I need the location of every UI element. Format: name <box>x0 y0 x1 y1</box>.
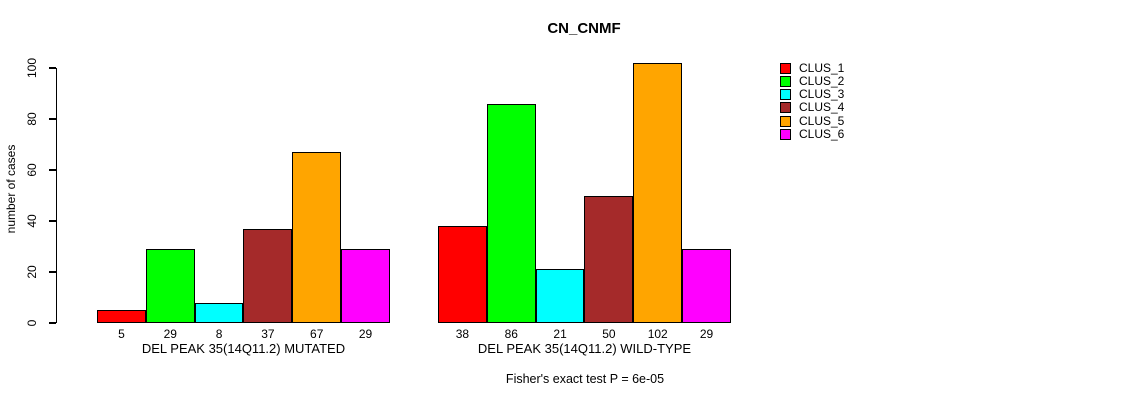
chart-title: CN_CNMF <box>547 20 621 37</box>
y-tick-label: 40 <box>25 214 39 228</box>
y-tick-label: 0 <box>25 319 39 327</box>
y-axis-label: number of cases <box>4 144 18 234</box>
legend-label: CLUS_4 <box>799 100 845 115</box>
bar-value-label: 50 <box>602 327 616 341</box>
y-tick <box>48 271 56 273</box>
legend-label: CLUS_1 <box>799 60 845 75</box>
legend-label: CLUS_3 <box>799 87 845 102</box>
legend-swatch-clus_4 <box>780 102 791 114</box>
category-label: DEL PEAK 35(14Q11.2) MUTATED <box>141 341 346 356</box>
legend-label: CLUS_5 <box>799 113 845 128</box>
bar-clus_5-group1 <box>292 152 342 323</box>
legend-swatch-clus_6 <box>780 129 791 140</box>
y-tick-label: 100 <box>25 57 39 79</box>
bar-value-label: 102 <box>647 327 668 341</box>
bar-value-label: 38 <box>455 327 470 341</box>
bar-value-label: 21 <box>553 327 567 341</box>
bar-clus_1-group2 <box>438 226 487 323</box>
bar-value-label: 5 <box>118 327 125 341</box>
y-axis-line <box>55 68 57 323</box>
bar-value-label: 29 <box>163 327 177 341</box>
bar-clus_3-group1 <box>194 302 244 323</box>
bar-value-label: 86 <box>504 327 518 341</box>
legend-swatch-clus_1 <box>780 62 791 74</box>
bar-clus_1-group1 <box>97 310 146 323</box>
category-label: DEL PEAK 35(14Q11.2) WILD-TYPE <box>477 341 692 356</box>
y-tick-label: 20 <box>25 265 39 279</box>
legend-label: CLUS_2 <box>799 73 845 88</box>
bar-value-label: 37 <box>261 327 275 341</box>
bar-clus_2-group1 <box>145 249 195 323</box>
bar-clus_4-group2 <box>584 195 634 323</box>
bar-clus_3-group2 <box>535 269 585 323</box>
y-tick <box>48 322 56 324</box>
bar-clus_6-group1 <box>341 249 390 323</box>
bar-clus_6-group2 <box>682 249 731 323</box>
bar-clus_4-group1 <box>243 228 293 323</box>
bar-value-label: 67 <box>310 327 324 341</box>
y-tick <box>48 118 56 120</box>
legend-label: CLUS_6 <box>799 127 845 141</box>
fisher-test-note: Fisher's exact test P = 6e-05 <box>505 372 665 386</box>
y-tick-label: 80 <box>25 112 39 126</box>
legend-swatch-clus_3 <box>780 89 791 101</box>
y-tick <box>48 67 56 69</box>
y-tick <box>48 220 56 222</box>
y-tick-label: 60 <box>25 163 39 177</box>
legend-swatch-clus_2 <box>780 75 791 87</box>
bar-value-label: 29 <box>358 327 373 341</box>
legend-swatch-clus_5 <box>780 115 791 127</box>
bar-value-label: 8 <box>215 327 223 341</box>
y-tick <box>48 169 56 171</box>
bar-clus_5-group2 <box>633 62 683 323</box>
bar-clus_2-group2 <box>486 103 536 323</box>
bar-value-label: 29 <box>699 327 714 341</box>
